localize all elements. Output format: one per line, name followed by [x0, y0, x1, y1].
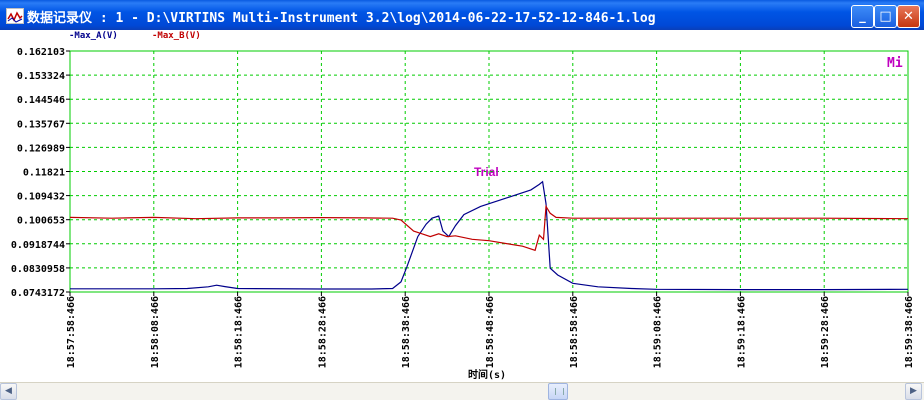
- legend-series-b: -Max_B(V): [152, 31, 201, 41]
- y-tick-label: 0.0830958: [11, 264, 65, 275]
- y-tick-label: 0.0918744: [11, 240, 65, 251]
- y-tick-label: 0.100653: [17, 216, 65, 227]
- maximize-button[interactable]: □: [874, 5, 897, 28]
- series-line-max-b-v-: [69, 204, 909, 252]
- x-tick-label: 18:58:48:466: [485, 296, 496, 368]
- x-axis-label: 时间(s): [468, 368, 506, 381]
- x-axis-ticks: 18:57:58:466 18:58:08:466 18:58:18:466 18:5…: [66, 292, 915, 368]
- x-tick-label: 18:59:28:466: [820, 296, 831, 368]
- x-tick-label: 18:57:58:466: [66, 296, 77, 368]
- window-title: 数据记录仪 : 1 - D:\VIRTINS Multi-Instrument …: [27, 11, 656, 26]
- x-tick-label: 18:59:08:466: [653, 296, 664, 368]
- title-bar[interactable]: 数据记录仪 : 1 - D:\VIRTINS Multi-Instrument …: [0, 0, 924, 30]
- y-axis-ticks: 0.162103 0.153324 0.144546 0.135767 0.126989…: [11, 47, 70, 299]
- y-tick-label: 0.109432: [17, 192, 65, 203]
- x-tick-label: 18:59:38:466: [904, 296, 915, 368]
- legend: -Max_A(V) -Max_B(V): [0, 30, 924, 43]
- y-tick-label: 0.135767: [17, 119, 65, 130]
- x-tick-label: 18:59:18:466: [736, 296, 747, 368]
- waveform-icon: [7, 11, 23, 23]
- scroll-grip-icon: [555, 388, 564, 395]
- y-tick-label: 0.11821: [23, 168, 65, 179]
- x-tick-label: 18:58:28:466: [317, 296, 328, 368]
- x-tick-label: 18:58:58:466: [569, 296, 580, 368]
- x-tick-label: 18:58:08:466: [150, 296, 161, 368]
- series-group: [69, 180, 909, 291]
- scroll-left-button[interactable]: ◀: [0, 383, 17, 400]
- annotation-trial: Trial: [474, 165, 499, 179]
- minimize-button[interactable]: _: [851, 5, 874, 28]
- scroll-thumb[interactable]: [548, 383, 568, 400]
- y-tick-label: 0.153324: [17, 71, 65, 82]
- grid: [70, 51, 908, 292]
- y-tick-label: 0.0743172: [11, 288, 65, 299]
- close-button[interactable]: ✕: [897, 5, 920, 28]
- y-tick-label: 0.162103: [17, 47, 65, 58]
- app-icon[interactable]: [6, 8, 24, 24]
- corner-label[interactable]: Mi: [887, 56, 903, 71]
- chart[interactable]: 0.162103 0.153324 0.144546 0.135767 0.126989…: [0, 42, 924, 382]
- x-tick-label: 18:58:38:466: [401, 296, 412, 368]
- x-tick-label: 18:58:18:466: [234, 296, 245, 368]
- horizontal-scrollbar[interactable]: ◀ ▶: [0, 382, 924, 400]
- y-tick-label: 0.144546: [17, 95, 65, 106]
- scroll-right-button[interactable]: ▶: [905, 383, 922, 400]
- legend-series-a: -Max_A(V): [69, 31, 118, 41]
- y-tick-label: 0.126989: [17, 143, 65, 154]
